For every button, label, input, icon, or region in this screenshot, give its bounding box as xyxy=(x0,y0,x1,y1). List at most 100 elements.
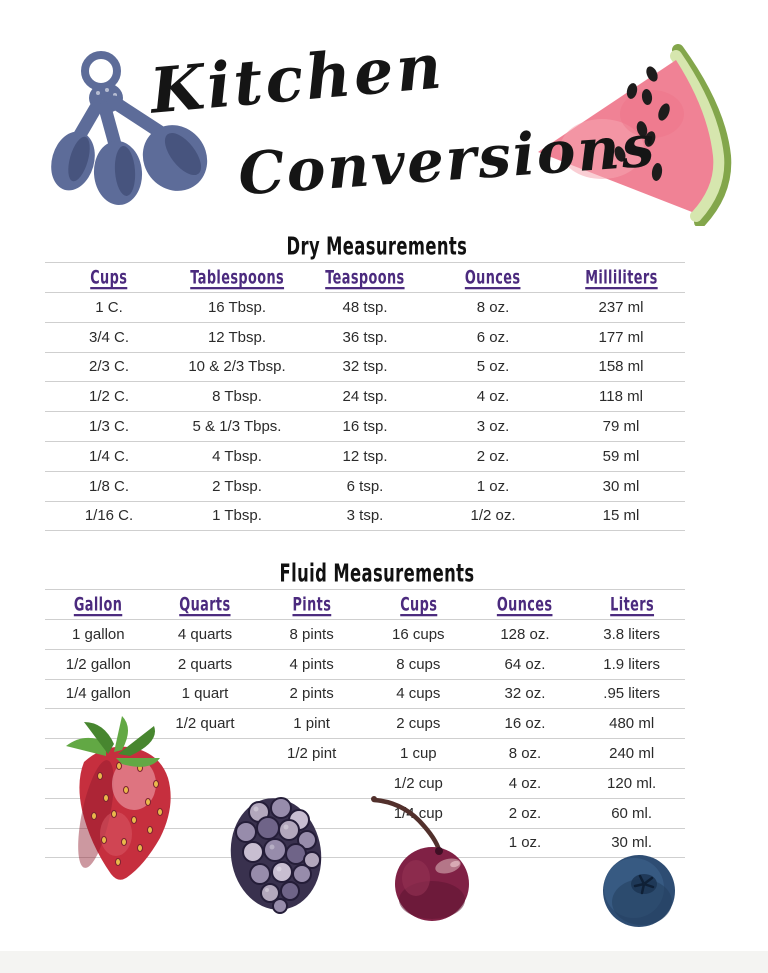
table-cell: 1/2 oz. xyxy=(429,501,557,532)
table-cell: 2 pints xyxy=(258,679,365,710)
table-row: 2/3 C. 10 & 2/3 Tbsp. 32 tsp. 5 oz. 158 ml xyxy=(45,352,685,383)
table-cell: .95 liters xyxy=(578,679,685,710)
table-cell: 48 tsp. xyxy=(301,292,429,323)
table-row: 1/4 C. 4 Tbsp. 12 tsp. 2 oz. 59 ml xyxy=(45,441,685,472)
table-cell: 6 tsp. xyxy=(301,471,429,502)
table-cell: 6 oz. xyxy=(429,322,557,353)
column-header-cell: Ounces xyxy=(471,589,579,620)
fluid-table-title: Fluid Measurements xyxy=(45,559,685,587)
column-header-cell: Tablespoons xyxy=(173,262,301,293)
table-cell: 8 pints xyxy=(258,619,365,650)
table-cell: 5 & 1/3 Tbps. xyxy=(173,411,301,442)
table-cell: 2 quarts xyxy=(151,649,259,680)
table-cell: 24 tsp. xyxy=(301,381,429,413)
table-cell: 3 tsp. xyxy=(301,501,429,532)
table-cell: 79 ml xyxy=(557,411,685,442)
column-header-cell: Liters xyxy=(578,589,685,620)
dry-measurements-section: Dry Measurements Cups Tablespoons Teaspoon… xyxy=(45,231,685,532)
column-header-cell: Cups xyxy=(45,262,173,293)
table-cell: 3.8 liters xyxy=(578,619,685,650)
table-cell: 177 ml xyxy=(557,322,685,353)
table-row: 1/2 C. 8 Tbsp. 24 tsp. 4 oz. 118 ml xyxy=(45,381,685,413)
table-cell: 8 oz. xyxy=(471,738,579,769)
dry-table-title: Dry Measurements xyxy=(45,231,685,261)
table-cell: 5 oz. xyxy=(429,352,557,383)
table-cell: 2 oz. xyxy=(429,441,557,472)
column-header-cell: Quarts xyxy=(151,589,259,620)
column-header: Pints xyxy=(292,593,332,615)
column-header: Cups xyxy=(90,266,128,288)
table-cell: 1 C. xyxy=(45,292,173,323)
table-row: 1/8 C. 2 Tbsp. 6 tsp. 1 oz. 30 ml xyxy=(45,471,685,502)
column-header-cell: Milliliters xyxy=(557,262,685,293)
table-cell: 1 oz. xyxy=(471,828,579,859)
table-row: 1/2 gallon 2 quarts 4 pints 8 cups 64 oz. 1.9… xyxy=(45,649,685,680)
column-header: Cups xyxy=(399,593,437,615)
table-cell: 4 cups xyxy=(364,679,472,710)
table-cell: 1/16 C. xyxy=(45,501,173,532)
table-cell: 237 ml xyxy=(557,292,685,323)
page-title-line1: Kitchen xyxy=(147,29,448,128)
table-cell: 118 ml xyxy=(557,381,685,413)
table-cell: 2/3 C. xyxy=(45,352,173,383)
table-cell: 30 ml. xyxy=(578,828,685,859)
table-cell: 16 Tbsp. xyxy=(173,292,301,323)
table-cell: 1 quart xyxy=(151,679,259,710)
table-row: 1/16 C. 1 Tbsp. 3 tsp. 1/2 oz. 15 ml xyxy=(45,501,685,532)
table-cell: 3/4 C. xyxy=(45,322,173,353)
table-row: 1/2 pint 1 cup 8 oz. 240 ml xyxy=(45,738,685,769)
header-row: Cups Tablespoons Teaspoons Ounces Milliliter… xyxy=(45,262,685,293)
table-cell: 2 cups xyxy=(364,708,472,740)
table-cell: 12 Tbsp. xyxy=(173,322,301,353)
table-cell: 2 Tbsp. xyxy=(173,471,301,502)
table-row: 1/3 C. 5 & 1/3 Tbps. 16 tsp. 3 oz. 79 ml xyxy=(45,411,685,442)
table-cell: 1/2 quart xyxy=(151,708,259,740)
column-header-cell: Cups xyxy=(364,589,472,620)
column-header: Liters xyxy=(609,593,654,615)
table-cell: 1/8 C. xyxy=(45,471,173,502)
strawberry-illustration xyxy=(66,716,171,880)
table-row: 1 C. 16 Tbsp. 48 tsp. 8 oz. 237 ml xyxy=(45,292,685,323)
column-header-cell: Gallon xyxy=(45,589,152,620)
table-cell: 1/4 gallon xyxy=(45,679,152,710)
table-cell: 1 pint xyxy=(258,708,365,740)
table-cell: 8 Tbsp. xyxy=(173,381,301,413)
table-cell: 8 oz. xyxy=(429,292,557,323)
column-header: Ounces xyxy=(497,593,553,615)
table-cell: 60 ml. xyxy=(578,798,685,829)
table-cell: 480 ml xyxy=(578,708,685,740)
column-header: Tablespoons xyxy=(190,266,284,288)
table-cell: 1/3 C. xyxy=(45,411,173,442)
table-cell: 3 oz. xyxy=(429,411,557,442)
column-header: Quarts xyxy=(179,593,231,615)
table-cell: 32 oz. xyxy=(471,679,579,710)
column-header-cell: Ounces xyxy=(429,262,557,293)
column-header: Gallon xyxy=(74,593,123,615)
table-cell: 120 ml. xyxy=(578,768,685,799)
table-cell: 1 Tbsp. xyxy=(173,501,301,532)
table-cell: 1/2 pint xyxy=(258,738,365,769)
cherry-illustration xyxy=(371,796,469,921)
table-cell: 16 tsp. xyxy=(301,411,429,442)
column-header: Ounces xyxy=(465,266,521,288)
table-row: 1 gallon 4 quarts 8 pints 16 cups 128 oz. 3.8… xyxy=(45,619,685,650)
header-row: Gallon Quarts Pints Cups Ounces Liters xyxy=(45,589,685,620)
watermelon-slice-illustration xyxy=(538,44,732,226)
column-header-cell: Teaspoons xyxy=(301,262,429,293)
table-cell: 32 tsp. xyxy=(301,352,429,383)
table-cell: 1/2 gallon xyxy=(45,649,152,680)
table-title-text: Dry Measurements xyxy=(286,231,468,261)
table-cell: 8 cups xyxy=(364,649,472,680)
table-cell: 30 ml xyxy=(557,471,685,502)
table-cell: 4 oz. xyxy=(471,768,579,799)
table-cell: 2 oz. xyxy=(471,798,579,829)
table-cell: 4 Tbsp. xyxy=(173,441,301,472)
table-cell: 1 oz. xyxy=(429,471,557,502)
table-cell: 240 ml xyxy=(578,738,685,769)
table-cell: 1/2 C. xyxy=(45,381,173,413)
measuring-spoons-illustration xyxy=(51,51,208,205)
column-header: Teaspoons xyxy=(325,266,405,288)
table-cell xyxy=(151,738,259,769)
column-header-cell: Pints xyxy=(258,589,365,620)
